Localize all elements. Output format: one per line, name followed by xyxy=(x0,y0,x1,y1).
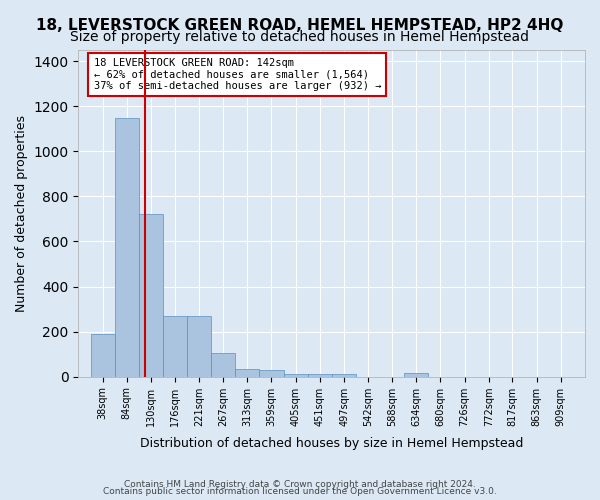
Bar xyxy=(259,370,284,376)
Bar xyxy=(284,374,308,376)
Text: Size of property relative to detached houses in Hemel Hempstead: Size of property relative to detached ho… xyxy=(71,30,530,44)
Y-axis label: Number of detached properties: Number of detached properties xyxy=(15,115,28,312)
Text: Contains public sector information licensed under the Open Government Licence v3: Contains public sector information licen… xyxy=(103,488,497,496)
Bar xyxy=(211,353,235,376)
Text: 18 LEVERSTOCK GREEN ROAD: 142sqm
← 62% of detached houses are smaller (1,564)
37: 18 LEVERSTOCK GREEN ROAD: 142sqm ← 62% o… xyxy=(94,58,381,91)
Bar xyxy=(187,316,211,376)
Text: 18, LEVERSTOCK GREEN ROAD, HEMEL HEMPSTEAD, HP2 4HQ: 18, LEVERSTOCK GREEN ROAD, HEMEL HEMPSTE… xyxy=(37,18,563,32)
Bar xyxy=(404,372,428,376)
Bar xyxy=(235,369,259,376)
Bar xyxy=(308,374,332,376)
Bar xyxy=(139,214,163,376)
Bar xyxy=(115,118,139,376)
Bar xyxy=(332,374,356,376)
X-axis label: Distribution of detached houses by size in Hemel Hempstead: Distribution of detached houses by size … xyxy=(140,437,523,450)
Bar xyxy=(163,316,187,376)
Bar xyxy=(91,334,115,376)
Text: Contains HM Land Registry data © Crown copyright and database right 2024.: Contains HM Land Registry data © Crown c… xyxy=(124,480,476,489)
